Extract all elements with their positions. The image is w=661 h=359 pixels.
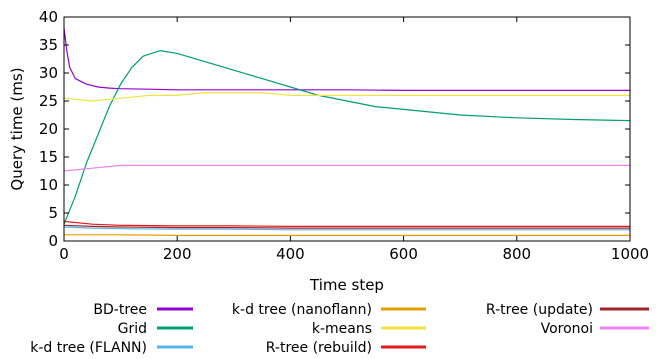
y-tick-label: 0 bbox=[48, 232, 58, 250]
y-tick-label: 5 bbox=[48, 204, 58, 222]
legend-label-3: k-d tree (nanoflann) bbox=[232, 302, 372, 318]
series-line-0 bbox=[64, 28, 630, 91]
y-axis: 0 5 10 15 20 25 30 35 40 bbox=[39, 8, 630, 250]
legend-label-1: Grid bbox=[118, 321, 147, 337]
x-tick-label: 1000 bbox=[611, 245, 649, 263]
legend-label-4: k-means bbox=[312, 321, 372, 337]
series-line-6 bbox=[64, 224, 630, 229]
legend-label-0: BD-tree bbox=[93, 302, 147, 318]
y-axis-title: Query time (ms) bbox=[8, 67, 26, 190]
series-line-5 bbox=[64, 220, 630, 227]
series-layer bbox=[64, 28, 630, 236]
x-tick-label: 800 bbox=[502, 245, 531, 263]
y-tick-label: 40 bbox=[39, 8, 58, 26]
legend: BD-tree Grid k-d tree (FLANN) k-d tree (nan… bbox=[30, 302, 649, 356]
x-tick-label: 600 bbox=[389, 245, 418, 263]
plot-frame bbox=[63, 16, 631, 242]
y-tick-label: 10 bbox=[39, 176, 58, 194]
series-line-4 bbox=[64, 92, 630, 102]
series-line-3 bbox=[64, 234, 630, 236]
x-tick-label: 0 bbox=[59, 245, 69, 263]
x-tick-label: 200 bbox=[163, 245, 192, 263]
legend-label-7: Voronoi bbox=[541, 321, 593, 337]
legend-label-5: R-tree (rebuild) bbox=[266, 340, 372, 356]
x-axis-title: Time step bbox=[309, 276, 384, 294]
y-tick-label: 30 bbox=[39, 64, 58, 82]
y-tick-label: 20 bbox=[39, 120, 58, 138]
y-tick-label: 35 bbox=[39, 36, 58, 54]
series-line-7 bbox=[64, 164, 630, 172]
y-tick-label: 25 bbox=[39, 92, 58, 110]
x-tick-label: 400 bbox=[276, 245, 305, 263]
series-line-1 bbox=[64, 49, 630, 225]
x-axis: 0 200 400 600 800 1000 bbox=[59, 17, 649, 263]
y-tick-label: 15 bbox=[39, 148, 58, 166]
series-line-2 bbox=[64, 226, 630, 231]
legend-label-6: R-tree (update) bbox=[486, 302, 593, 318]
legend-label-2: k-d tree (FLANN) bbox=[30, 340, 147, 356]
